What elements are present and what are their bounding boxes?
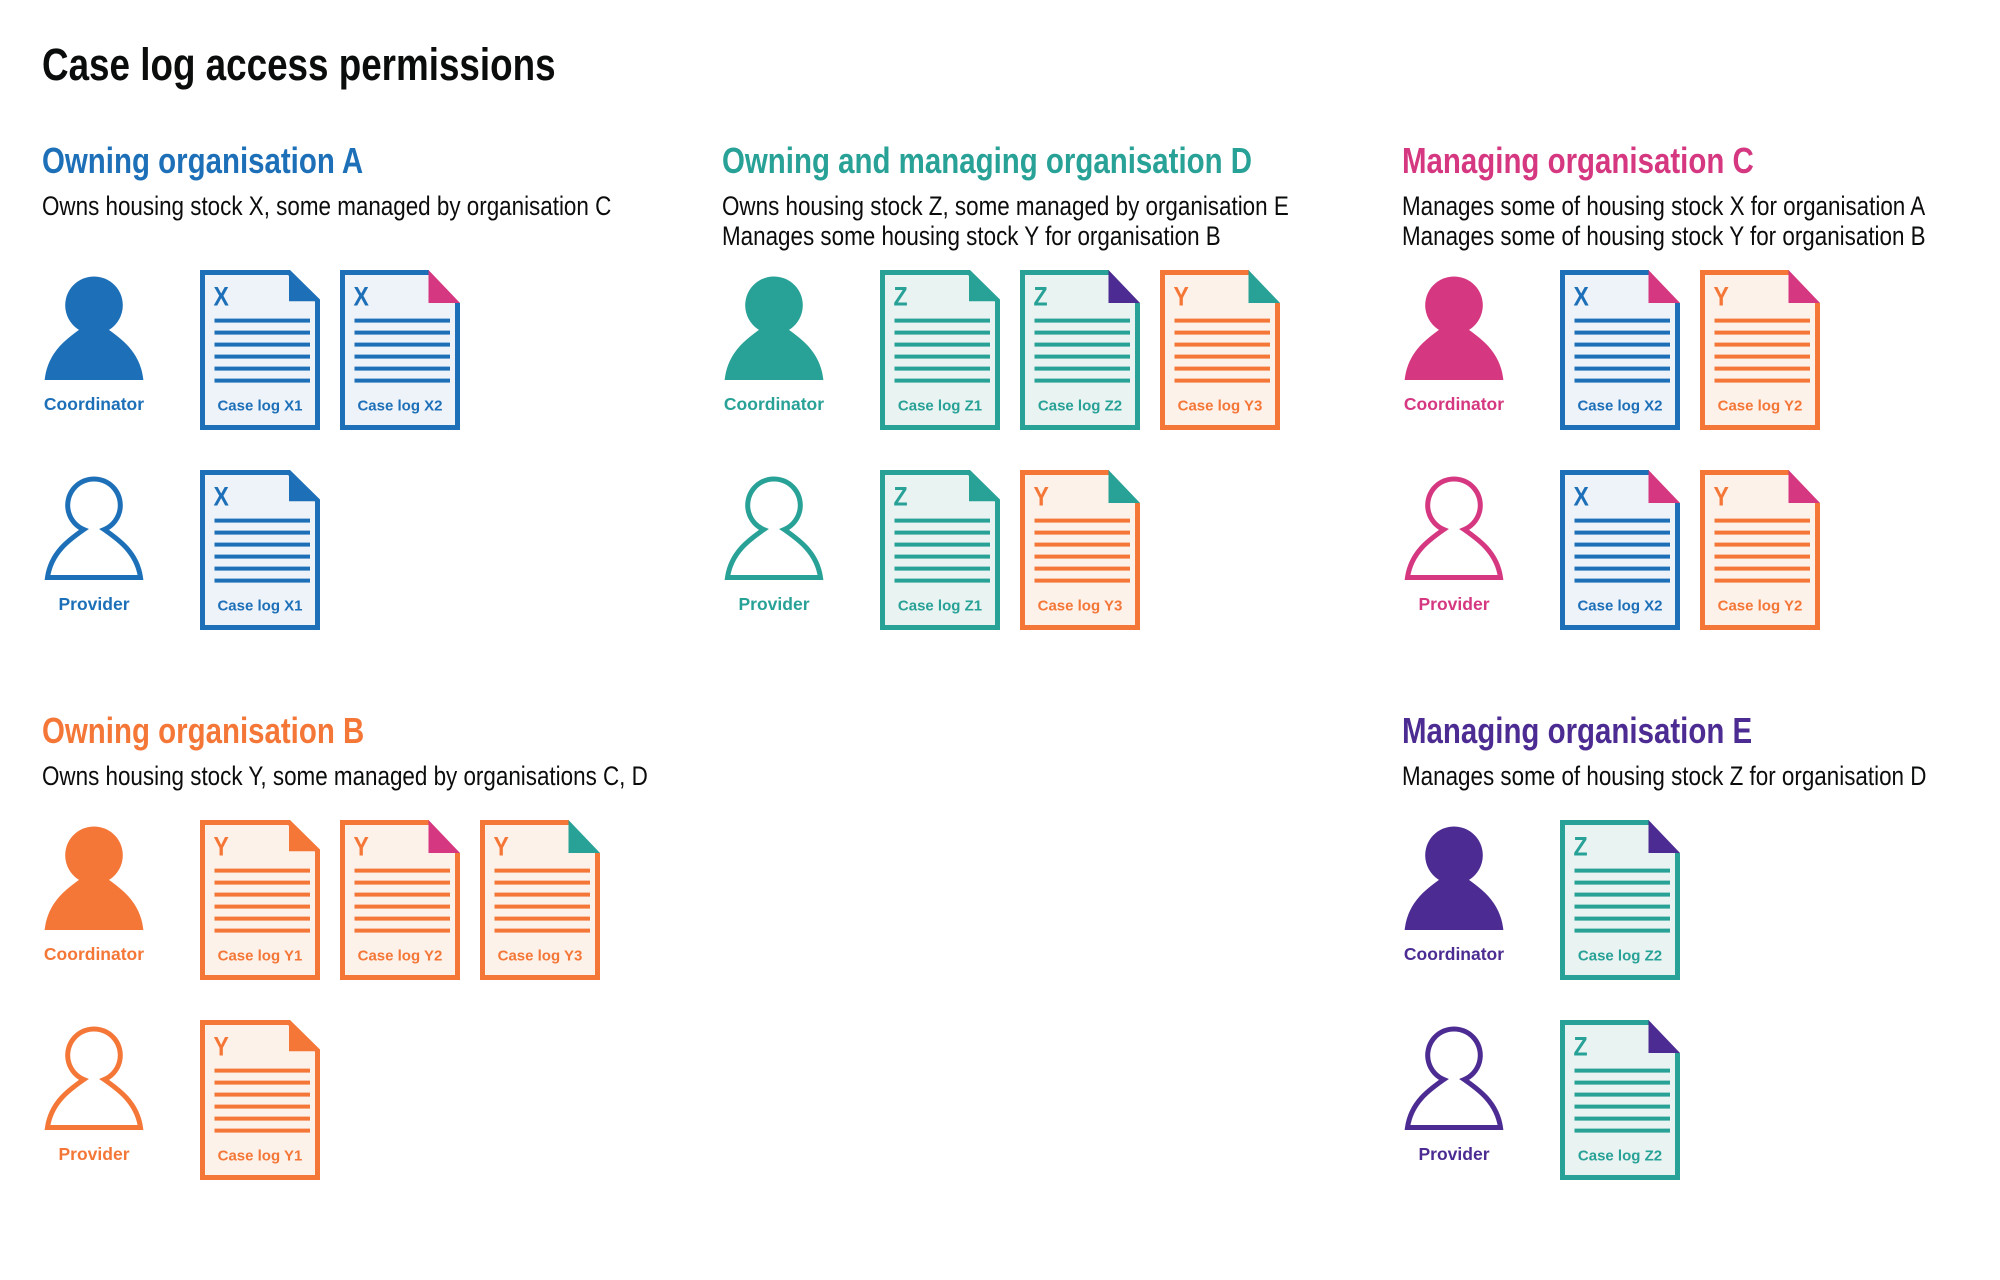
svg-text:Y: Y	[214, 1033, 230, 1062]
svg-text:Case log Y2: Case log Y2	[358, 948, 443, 965]
svg-text:Y: Y	[494, 833, 510, 862]
svg-text:Z: Z	[1574, 1033, 1588, 1062]
svg-text:Case log Z2: Case log Z2	[1578, 948, 1662, 965]
svg-text:Case log Y1: Case log Y1	[218, 948, 303, 965]
svg-text:Y: Y	[1174, 283, 1190, 312]
svg-text:Case log Z1: Case log Z1	[898, 398, 982, 415]
svg-text:Y: Y	[354, 833, 370, 862]
svg-text:Case log X1: Case log X1	[217, 598, 302, 615]
svg-text:X: X	[1574, 283, 1590, 312]
svg-text:Case log Y1: Case log Y1	[218, 1148, 303, 1165]
svg-text:Case log Z2: Case log Z2	[1038, 398, 1122, 415]
svg-text:Case log Z1: Case log Z1	[898, 598, 982, 615]
svg-text:Case log Y3: Case log Y3	[498, 948, 583, 965]
svg-text:X: X	[354, 283, 370, 312]
svg-text:Case log X2: Case log X2	[357, 398, 442, 415]
svg-text:X: X	[214, 483, 230, 512]
svg-text:Z: Z	[1574, 833, 1588, 862]
svg-text:Case log Y2: Case log Y2	[1718, 598, 1803, 615]
svg-text:Y: Y	[1034, 483, 1050, 512]
svg-text:Case log Z2: Case log Z2	[1578, 1148, 1662, 1165]
svg-text:Y: Y	[1714, 283, 1730, 312]
svg-text:Y: Y	[1714, 483, 1730, 512]
svg-text:Z: Z	[894, 483, 908, 512]
svg-text:Z: Z	[894, 283, 908, 312]
svg-text:X: X	[1574, 483, 1590, 512]
svg-text:Case log X2: Case log X2	[1577, 398, 1662, 415]
svg-text:Z: Z	[1034, 283, 1048, 312]
svg-text:Case log X1: Case log X1	[217, 398, 302, 415]
svg-text:X: X	[214, 283, 230, 312]
svg-text:Case log Y2: Case log Y2	[1718, 398, 1803, 415]
svg-text:Case log X2: Case log X2	[1577, 598, 1662, 615]
svg-text:Case log Y3: Case log Y3	[1178, 398, 1263, 415]
svg-text:Case log Y3: Case log Y3	[1038, 598, 1123, 615]
svg-text:Y: Y	[214, 833, 230, 862]
